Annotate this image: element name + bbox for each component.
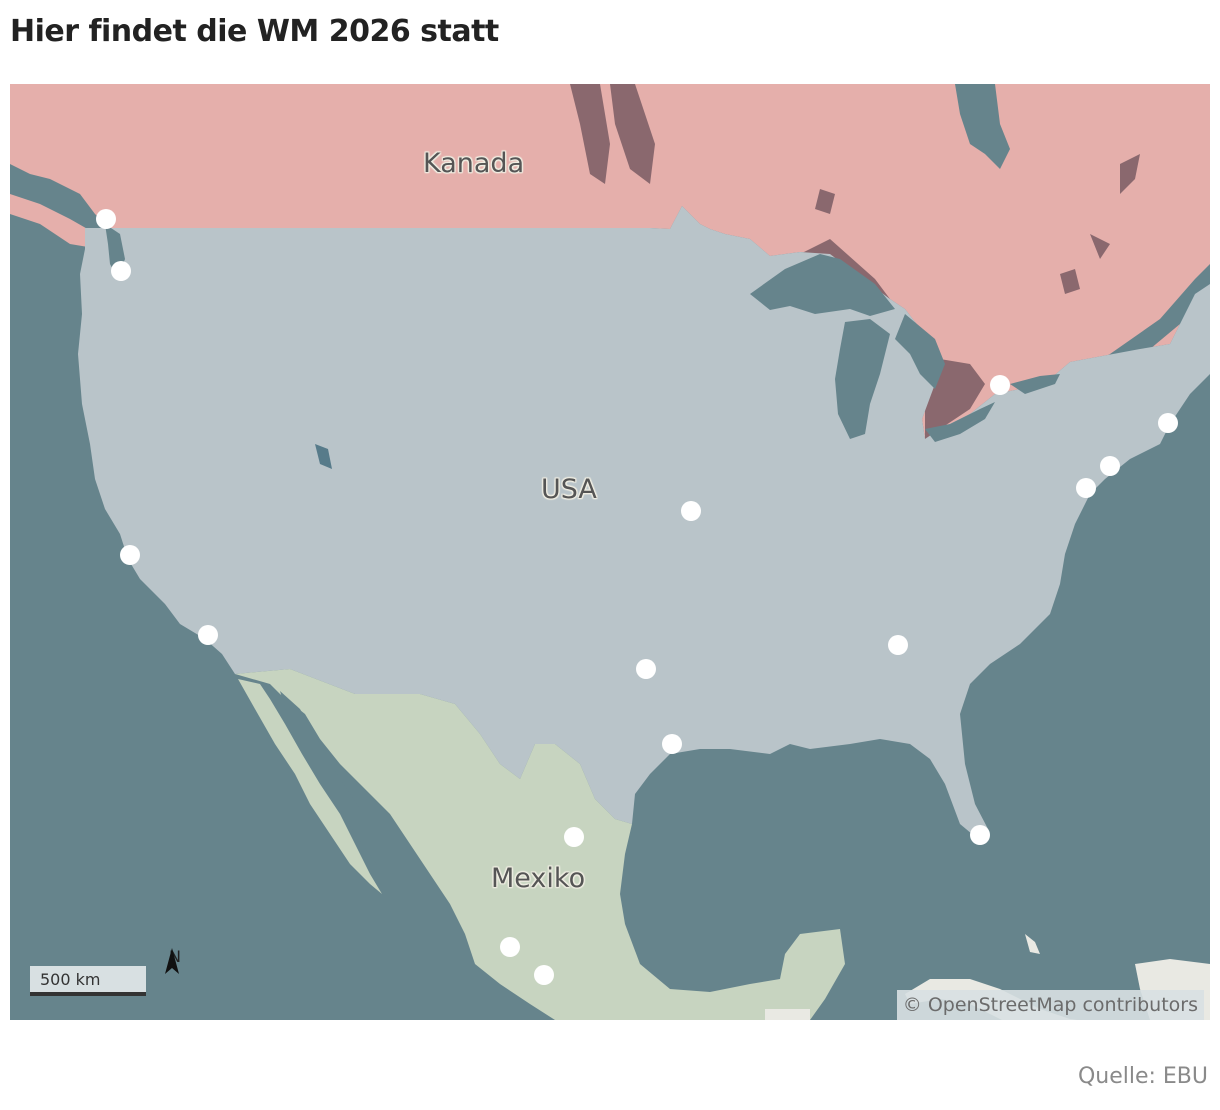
canada-lake-dark xyxy=(570,84,610,184)
country-canada xyxy=(10,84,1210,439)
vancouver-island xyxy=(10,194,105,249)
label-usa: USA xyxy=(541,474,597,505)
host-city-dot[interactable] xyxy=(888,635,908,655)
country-mexico xyxy=(235,669,845,1020)
lake-michigan xyxy=(835,319,890,439)
james-bay xyxy=(955,84,1010,169)
host-city-dot[interactable] xyxy=(111,261,131,281)
central-america xyxy=(765,1009,810,1020)
source-note: Quelle: EBU xyxy=(1077,1064,1208,1089)
scale-bar: 500 km xyxy=(30,966,146,996)
map-attribution[interactable]: © OpenStreetMap contributors xyxy=(896,990,1204,1020)
canada-lake-dark xyxy=(815,189,835,214)
host-city-dot[interactable] xyxy=(990,375,1010,395)
bahamas xyxy=(1025,934,1040,954)
lake-erie xyxy=(925,402,995,442)
label-canada: Kanada xyxy=(423,148,525,179)
map-canvas xyxy=(10,84,1210,1020)
canada-lake-dark xyxy=(1120,154,1140,194)
host-city-dot[interactable] xyxy=(1100,456,1120,476)
host-city-dot[interactable] xyxy=(662,734,682,754)
host-city-dot[interactable] xyxy=(564,827,584,847)
host-city-dot[interactable] xyxy=(120,545,140,565)
north-label: N xyxy=(169,947,181,966)
scale-label: 500 km xyxy=(40,970,101,989)
label-mexico: Mexiko xyxy=(491,863,586,894)
host-cities xyxy=(96,209,1178,985)
map[interactable]: Kanada USA Mexiko 500 km N © OpenStreetM… xyxy=(10,84,1210,1020)
lake-superior xyxy=(750,254,895,316)
north-arrow: N xyxy=(165,947,185,974)
canada-lake-dark xyxy=(1060,269,1080,294)
host-city-dot[interactable] xyxy=(96,209,116,229)
host-city-dot[interactable] xyxy=(1158,413,1178,433)
lake-huron xyxy=(895,314,945,389)
host-city-dot[interactable] xyxy=(500,937,520,957)
canada-lake-dark xyxy=(1090,234,1110,259)
great-salt-lake xyxy=(315,444,332,469)
host-city-dot[interactable] xyxy=(970,825,990,845)
host-city-dot[interactable] xyxy=(636,659,656,679)
lake-ontario xyxy=(1010,374,1060,394)
north-arrow-icon xyxy=(165,948,179,974)
canada-lake-dark xyxy=(610,84,655,184)
gulf-of-california xyxy=(280,691,390,869)
chart-title: Hier findet die WM 2026 statt xyxy=(10,14,499,49)
host-city-dot[interactable] xyxy=(1076,478,1096,498)
host-city-dot[interactable] xyxy=(534,965,554,985)
host-city-dot[interactable] xyxy=(198,625,218,645)
baja-california xyxy=(238,679,382,894)
host-city-dot[interactable] xyxy=(681,501,701,521)
